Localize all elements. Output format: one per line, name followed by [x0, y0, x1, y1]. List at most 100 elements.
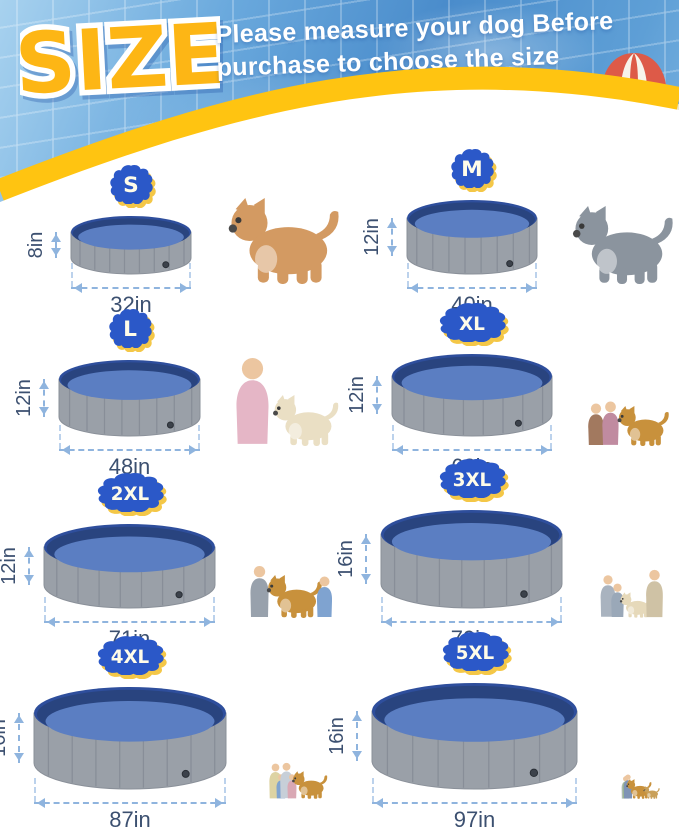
- size-badge: XL: [434, 302, 510, 347]
- child-illustration: [588, 403, 604, 445]
- pool-area: 16in: [0, 683, 231, 800]
- size-badge-label: S: [123, 173, 139, 198]
- pool-illustration: [371, 683, 578, 790]
- white-curve: [0, 89, 679, 232]
- pool-column: 5XL 16in 97in: [326, 631, 600, 833]
- size-badge: 2XL: [92, 472, 168, 517]
- extension-line: [189, 263, 191, 287]
- pool-illustration: [33, 687, 227, 790]
- pool-area: 16in: [335, 506, 567, 619]
- photo-illustration: [562, 206, 677, 284]
- dog-illustration: [266, 575, 322, 618]
- height-label: 16in: [326, 717, 348, 755]
- dog-illustration: [228, 198, 339, 284]
- width-arrow: [392, 425, 552, 455]
- extension-line: [224, 778, 226, 802]
- height-arrow: 16in: [0, 713, 24, 763]
- size-badge-label: XL: [459, 314, 485, 335]
- pool-column: M12in40in: [361, 148, 560, 318]
- height-arrow: 12in: [346, 376, 382, 414]
- size-logo-text: SIZE: [20, 5, 220, 114]
- height-arrow: 12in: [361, 218, 397, 256]
- child-illustration: [236, 358, 269, 444]
- width-arrow: [59, 425, 200, 455]
- pool-illustration: [406, 200, 538, 275]
- photo-illustration: [217, 198, 343, 284]
- size-badge: S: [108, 164, 154, 209]
- width-arrow: [71, 263, 191, 293]
- height-arrow: 16in: [335, 534, 371, 584]
- height-label: 12in: [361, 218, 383, 256]
- size-badge: L: [107, 308, 153, 353]
- size-badge-label: 5XL: [455, 643, 494, 664]
- size-badge: 3XL: [434, 458, 510, 503]
- height-arrow: 8in: [25, 232, 61, 258]
- width-arrow: [372, 778, 577, 808]
- width-label: 87in: [109, 807, 151, 832]
- extension-line: [44, 597, 46, 621]
- extension-line: [392, 425, 394, 449]
- height-arrow: 12in: [0, 547, 34, 585]
- dog-illustration: [642, 786, 660, 799]
- pool-area: 12in: [346, 350, 557, 447]
- dog-illustration: [273, 395, 339, 446]
- size-cell-m: M12in40in: [345, 149, 679, 318]
- header-curve: [0, 66, 679, 232]
- photo-illustration: [225, 357, 343, 446]
- child-illustration: [602, 401, 619, 445]
- size-cell-xl: XL12in63in: [345, 303, 679, 480]
- pool-column: XL12in63in: [346, 302, 575, 480]
- height-arrow: 16in: [326, 711, 362, 761]
- photo-illustration: [251, 762, 343, 799]
- width-arrow: [381, 597, 562, 627]
- extension-line: [407, 263, 409, 287]
- pool-illustration: [43, 524, 216, 609]
- person-illustration: [646, 569, 663, 618]
- yellow-band: [0, 66, 679, 203]
- size-grid: S8in32inM12in40inL12in48inXL12in63in2XL1…: [0, 149, 679, 833]
- size-badge: 5XL: [437, 631, 513, 676]
- extension-line: [575, 778, 577, 802]
- pool-illustration: [380, 510, 563, 609]
- size-cell-5xl: 5XL 16in 97in: [326, 632, 679, 833]
- pool-area: 8in: [25, 212, 196, 285]
- height-label: 8in: [25, 231, 47, 259]
- height-label: 16in: [335, 540, 357, 578]
- child-illustration: [286, 774, 297, 799]
- photo-illustration: [577, 401, 677, 446]
- height-label: 12in: [346, 376, 368, 414]
- extension-line: [213, 597, 215, 621]
- dog-illustration: [572, 206, 673, 284]
- width-arrow: [407, 263, 537, 293]
- pool-column: 3XL16in79in: [335, 458, 585, 652]
- pool-area: 12in: [0, 520, 220, 619]
- extension-line: [34, 778, 36, 802]
- height-label: 16in: [0, 719, 10, 757]
- size-badge: 4XL: [92, 635, 168, 680]
- extension-line: [59, 425, 61, 449]
- size-badge: M: [449, 148, 495, 193]
- height-label: 12in: [13, 379, 35, 417]
- photo-illustration: [240, 565, 343, 618]
- pool-column: 2XL12in71in: [0, 472, 238, 652]
- pool-illustration: [58, 360, 201, 437]
- height-arrow: 12in: [13, 379, 49, 417]
- dog-illustration: [617, 406, 669, 446]
- extension-line: [71, 263, 73, 287]
- size-badge-label: 4XL: [111, 647, 150, 668]
- size-badge-label: L: [123, 317, 137, 342]
- dog-illustration: [291, 771, 327, 799]
- pool-area: 12in: [361, 196, 542, 285]
- size-cell-l: L 12in 48in: [0, 309, 345, 480]
- photo-illustration: [602, 774, 677, 799]
- pool-illustration: [391, 354, 553, 437]
- height-label: 12in: [0, 547, 20, 585]
- child-illustration: [611, 583, 624, 618]
- extension-line: [560, 597, 562, 621]
- photo-illustration: [587, 569, 677, 618]
- size-cell-2xl: 2XL12in71in: [0, 473, 345, 652]
- header-banner: SIZE Please measure your dog Before purc…: [0, 0, 679, 232]
- extension-line: [198, 425, 200, 449]
- width-label: 97in: [453, 807, 496, 832]
